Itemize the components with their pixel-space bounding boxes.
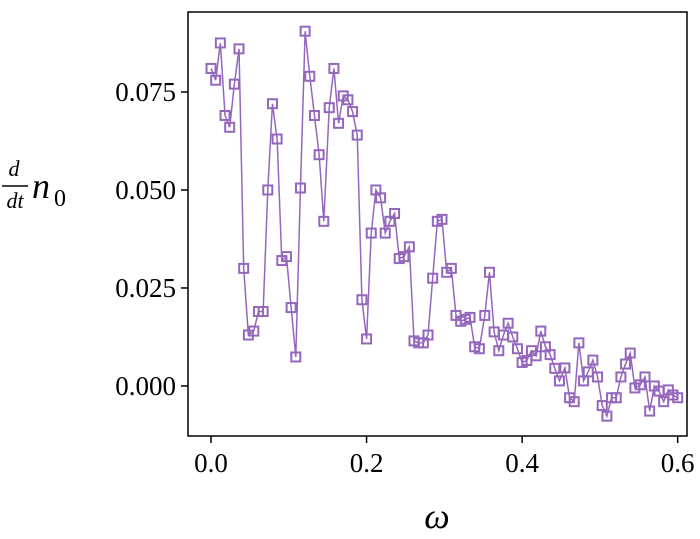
marker (559, 362, 571, 374)
x-axis-label: ω (424, 496, 449, 536)
marker (610, 392, 622, 404)
marker (427, 272, 439, 284)
marker (672, 392, 684, 404)
marker (587, 354, 599, 366)
marker (228, 78, 240, 90)
marker (238, 262, 250, 274)
marker (308, 109, 320, 121)
marker (644, 405, 656, 417)
marker (262, 184, 274, 196)
marker (351, 129, 363, 141)
marker (596, 400, 608, 412)
y-tick-label: 0.025 (115, 273, 176, 303)
marker (535, 325, 547, 337)
marker (464, 311, 476, 323)
marker (624, 347, 636, 359)
marker (493, 345, 505, 357)
marker (530, 350, 542, 362)
y-label-numerator: d (9, 156, 21, 181)
marker (224, 121, 236, 133)
marker (210, 74, 222, 86)
data-line (210, 31, 679, 419)
marker (257, 305, 269, 317)
x-tick-label: 0.0 (194, 448, 228, 478)
marker (592, 371, 604, 383)
marker (658, 396, 670, 408)
marker (323, 102, 335, 114)
marker (342, 94, 354, 106)
y-axis-label: d dt n 0 (2, 156, 66, 213)
marker (214, 37, 226, 49)
marker (266, 98, 278, 110)
marker (219, 109, 231, 121)
marker (549, 362, 561, 374)
marker (333, 117, 345, 129)
marker (271, 133, 283, 145)
marker (280, 251, 292, 263)
marker (620, 358, 632, 370)
x-tick-label: 0.4 (505, 448, 539, 478)
marker (328, 62, 340, 74)
marker (483, 266, 495, 278)
marker (507, 331, 519, 343)
marker (375, 192, 387, 204)
marker (445, 262, 457, 274)
marker (205, 62, 217, 74)
marker (233, 43, 245, 55)
marker (379, 227, 391, 239)
x-tick-label: 0.2 (350, 448, 384, 478)
y-tick-label: 0.075 (115, 77, 176, 107)
marker (403, 241, 415, 253)
marker (290, 351, 302, 363)
marker (601, 410, 613, 422)
marker (511, 343, 523, 355)
marker (615, 371, 627, 383)
marker (422, 329, 434, 341)
marker (573, 337, 585, 349)
plot-frame (187, 11, 688, 437)
marker (318, 215, 330, 227)
marker (285, 302, 297, 314)
marker (502, 317, 514, 329)
marker (479, 309, 491, 321)
marker (389, 207, 401, 219)
marker (365, 227, 377, 239)
marker (248, 325, 260, 337)
marker (568, 396, 580, 408)
y-label-denominator: dt (6, 188, 24, 213)
marker (294, 182, 306, 194)
y-label-subscript: 0 (54, 186, 66, 212)
y-tick-label: 0.000 (115, 371, 176, 401)
marker (313, 149, 325, 161)
marker (544, 349, 556, 361)
y-label-symbol: n (32, 166, 50, 206)
marker (299, 25, 311, 37)
x-tick-label: 0.6 (661, 448, 695, 478)
marker (304, 70, 316, 82)
marker (473, 343, 485, 355)
y-tick-label: 0.050 (115, 175, 176, 205)
marker (436, 213, 448, 225)
marker (356, 294, 368, 306)
marker (347, 106, 359, 118)
marker (361, 333, 373, 345)
marker (639, 371, 651, 383)
marker (553, 375, 565, 387)
